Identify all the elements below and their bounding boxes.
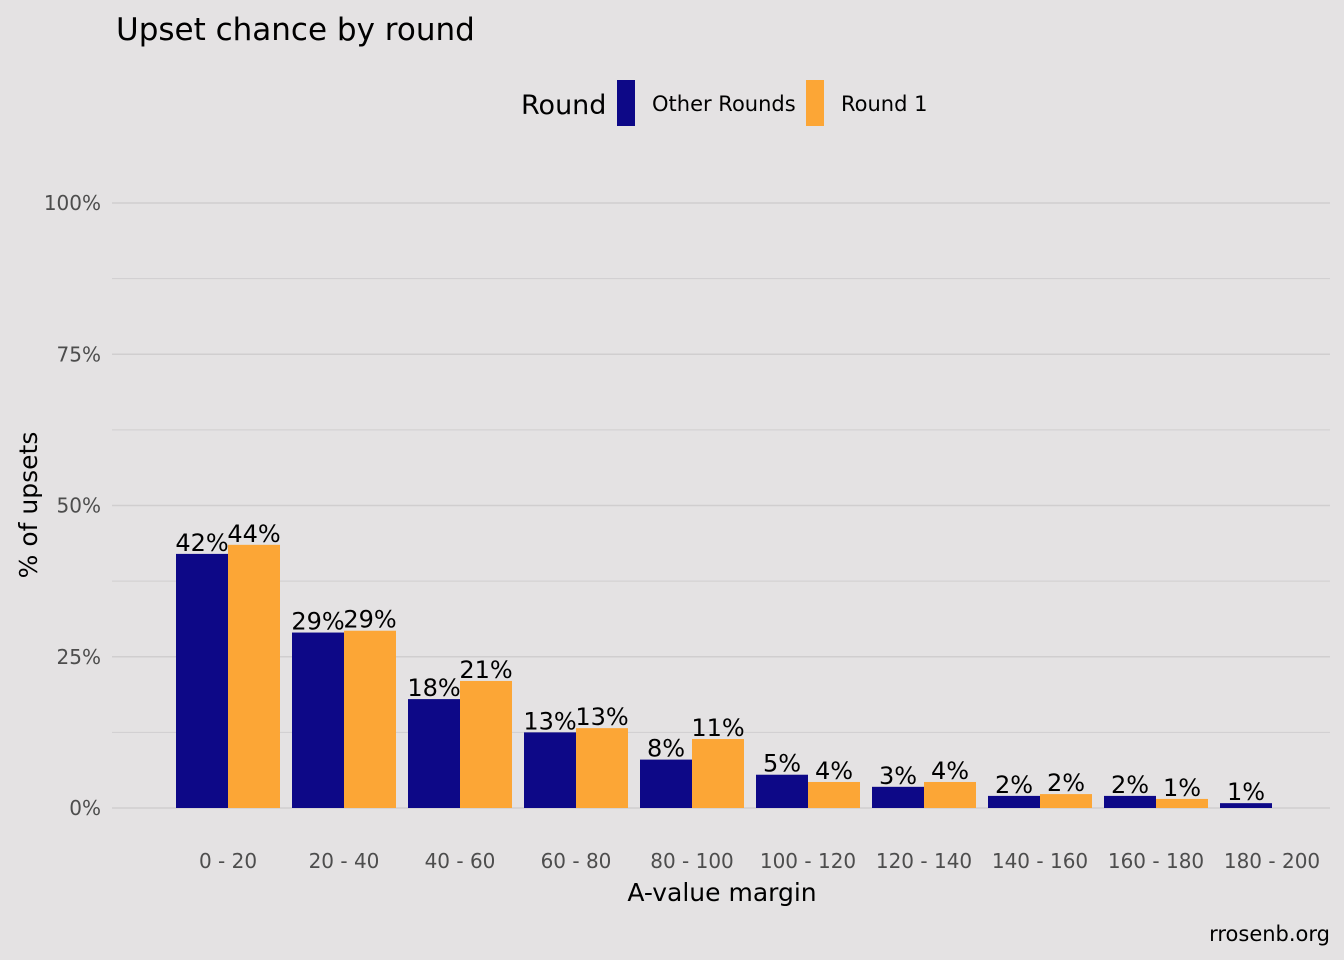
data-label: 44% [227,520,280,548]
y-tick-label: 100% [44,191,101,215]
bars [176,544,1272,808]
bar-other-rounds [988,795,1040,808]
data-label: 29% [291,608,344,636]
data-label: 3% [879,762,917,790]
data-label: 42% [175,529,228,557]
x-tick-label: 160 - 180 [1108,849,1204,873]
data-label: 2% [1111,771,1149,799]
bar-other-rounds [1104,795,1156,808]
data-label: 18% [407,674,460,702]
x-tick-label: 100 - 120 [760,849,856,873]
data-label: 2% [1047,769,1085,797]
bar-other-rounds [524,732,576,808]
legend-label-round-1: Round 1 [841,92,927,116]
legend-swatch-other-rounds [617,80,635,126]
x-tick-label: 60 - 80 [541,849,612,873]
caption: rrosenb.org [1209,922,1330,946]
x-tick-label: 80 - 100 [650,849,734,873]
y-tick-label: 75% [57,342,101,366]
x-tick-label: 40 - 60 [425,849,496,873]
bar-round-1 [1156,798,1208,808]
chart-title: Upset chance by round [116,12,475,48]
bar-round-1 [924,781,976,808]
bar-other-rounds [176,553,228,808]
data-label: 4% [931,757,969,785]
bar-round-1 [1040,794,1092,808]
x-tick-label: 180 - 200 [1224,849,1320,873]
x-axis-title: A-value margin [627,878,816,907]
legend-label-other-rounds: Other Rounds [652,92,796,116]
bar-round-1 [344,630,396,808]
bar-round-1 [692,739,744,808]
bar-other-rounds [408,699,460,808]
data-label: 2% [995,771,1033,799]
bar-other-rounds [756,774,808,808]
bar-round-1 [228,544,280,808]
data-label: 8% [647,735,685,763]
y-tick-label: 25% [57,645,101,669]
data-labels: 42%44% 29%29% 18%21% 13%13% 8%11% 5% 4% 3% 4% 2% 2… [175,520,1265,806]
data-label: 5% [763,750,801,778]
bar-round-1 [460,680,512,808]
bar-other-rounds [1220,803,1272,808]
data-label: 11% [691,714,744,742]
legend-swatch-round-1 [806,80,824,126]
x-tick-label: 0 - 20 [199,849,257,873]
x-axis-ticks: 0 - 20 20 - 40 40 - 60 60 - 80 80 - 100 100 -… [199,849,1320,873]
bar-other-rounds [640,759,692,808]
bar-other-rounds [292,632,344,808]
x-tick-label: 140 - 160 [992,849,1088,873]
data-label: 29% [343,606,396,634]
legend: Round Other Rounds Round 1 [521,80,927,126]
data-label: 13% [523,707,576,735]
y-axis-ticks: 0% 25% 50% 75% 100% [44,191,101,820]
x-tick-label: 20 - 40 [309,849,380,873]
y-tick-label: 0% [69,796,101,820]
data-label: 4% [815,757,853,785]
x-tick-label: 120 - 140 [876,849,972,873]
bar-round-1 [576,728,628,808]
bar-round-1 [808,781,860,808]
data-label: 1% [1163,774,1201,802]
legend-title: Round [521,90,606,121]
data-label: 21% [459,656,512,684]
y-axis-title: % of upsets [14,432,43,579]
data-label: 1% [1227,778,1265,806]
bar-other-rounds [872,786,924,808]
y-tick-label: 50% [57,494,101,518]
data-label: 13% [575,703,628,731]
